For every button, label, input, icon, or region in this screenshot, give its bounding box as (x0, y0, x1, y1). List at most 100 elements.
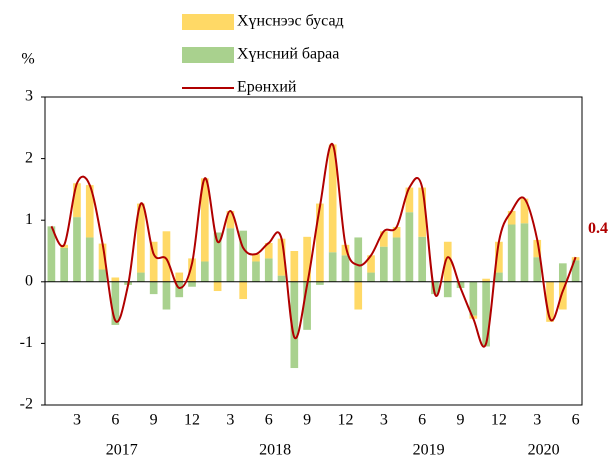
x-group-label: 2018 (259, 442, 291, 459)
bar (98, 269, 107, 282)
bar (213, 281, 222, 292)
bar (392, 226, 401, 238)
bar (239, 281, 248, 300)
bar (226, 210, 235, 229)
bar (98, 243, 107, 270)
bar (341, 255, 350, 282)
x-tick-label: 9 (457, 412, 465, 429)
x-tick-label: 12 (337, 412, 353, 429)
bar (264, 258, 273, 282)
bar (188, 258, 196, 282)
bar (316, 281, 324, 285)
x-tick-label: 3 (73, 412, 81, 429)
bar (188, 281, 196, 287)
bar (482, 278, 490, 282)
bar (405, 212, 414, 282)
bar (367, 272, 375, 282)
x-tick-label: 6 (265, 412, 273, 429)
legend-swatch (182, 14, 234, 30)
bar (47, 226, 56, 282)
legend-swatch (182, 47, 234, 63)
y-tick-label: -2 (20, 396, 33, 413)
legend-label: Хүнсний бараа (237, 46, 339, 63)
bar (290, 251, 299, 282)
bar (443, 241, 452, 282)
bar (137, 203, 145, 273)
x-tick-label: 12 (184, 412, 200, 429)
line (50, 143, 577, 348)
bar (533, 257, 542, 282)
bar (277, 238, 286, 276)
bar (507, 210, 516, 225)
bar (520, 198, 529, 224)
bar (226, 228, 235, 282)
x-tick-label: 6 (111, 412, 119, 429)
bar (495, 272, 503, 282)
x-group-label: 2019 (413, 442, 445, 459)
bar (418, 187, 427, 237)
bar (558, 263, 567, 282)
bar (213, 232, 222, 282)
y-tick-label: -1 (20, 334, 33, 351)
y-tick-label: 3 (25, 88, 33, 105)
bar (354, 237, 363, 282)
bar (328, 144, 337, 253)
bar (290, 281, 299, 369)
bar (392, 237, 401, 282)
bar (162, 231, 171, 282)
bar (277, 275, 286, 282)
bar (328, 252, 337, 282)
bar (175, 272, 184, 282)
x-tick-label: 9 (150, 412, 158, 429)
bar (558, 281, 567, 310)
bar (546, 281, 554, 322)
bar (469, 281, 478, 316)
bar (111, 281, 120, 325)
bar (520, 223, 529, 282)
y-tick-label: 2 (25, 149, 33, 166)
bar (418, 236, 427, 282)
y-unit: % (21, 51, 34, 68)
bar (405, 187, 414, 213)
bar (303, 236, 311, 282)
bar (341, 244, 350, 256)
bar (316, 203, 324, 282)
bar (85, 237, 94, 282)
plot-frame (44, 96, 583, 406)
bar (200, 261, 209, 282)
bar (73, 217, 81, 282)
bar (443, 281, 452, 298)
bar (239, 230, 248, 282)
y-tick-label: 1 (25, 211, 33, 228)
bar (137, 272, 145, 282)
bar (60, 247, 69, 282)
bar (303, 281, 311, 330)
bar (252, 254, 260, 262)
bar (175, 281, 184, 298)
bar (200, 178, 209, 262)
legend-label: Хүнснээс бусад (237, 13, 344, 30)
bar (149, 281, 158, 295)
bar (507, 224, 516, 282)
x-group-label: 2020 (528, 442, 560, 459)
bar (379, 231, 388, 247)
bar (354, 281, 363, 310)
x-tick-label: 6 (572, 412, 580, 429)
x-tick-label: 12 (491, 412, 507, 429)
bar (571, 260, 580, 282)
bar (533, 239, 542, 258)
bar (111, 277, 120, 282)
bar (431, 281, 439, 295)
bar (264, 242, 273, 259)
x-tick-label: 6 (418, 412, 426, 429)
bar (73, 183, 81, 218)
bar (162, 281, 171, 310)
bar (379, 246, 388, 282)
x-tick-label: 3 (533, 412, 541, 429)
bar (456, 281, 465, 288)
x-tick-label: 9 (303, 412, 311, 429)
x-tick-label: 3 (226, 412, 234, 429)
y-tick-label: 0 (25, 272, 33, 289)
bar (149, 241, 158, 282)
bar (252, 261, 260, 282)
